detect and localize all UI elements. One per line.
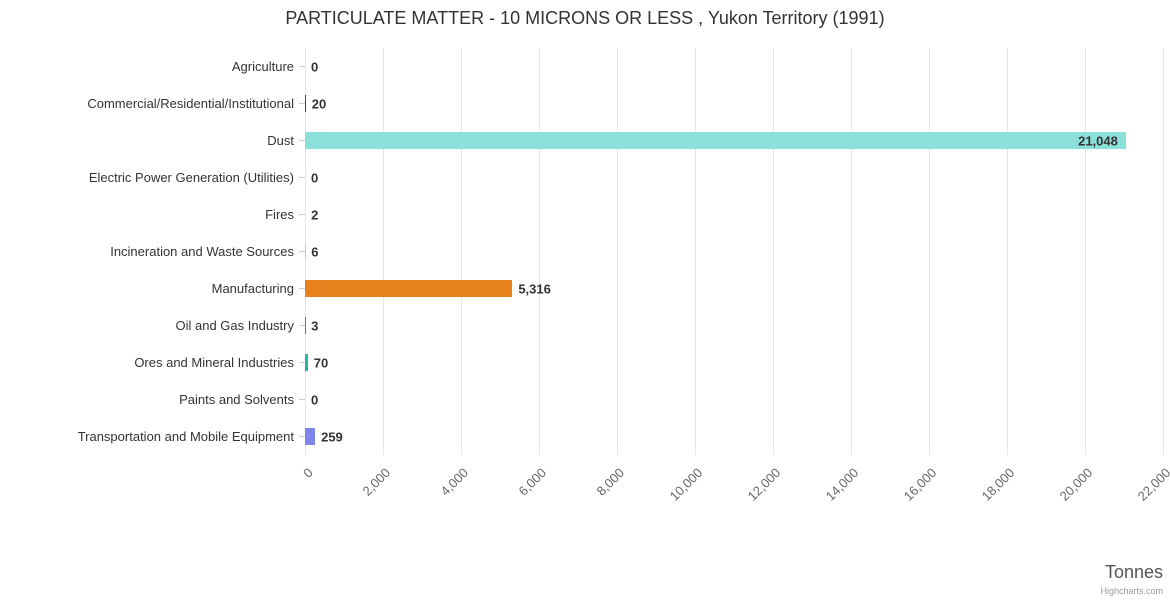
bar[interactable] [305, 428, 316, 445]
y-tick-mark [299, 140, 305, 141]
x-tick-label: 2,000 [359, 465, 394, 499]
plot-area: 0 20 21,048 0 2 6 5,316 3 70 0 259 [305, 48, 1164, 455]
category-label: Transportation and Mobile Equipment [77, 429, 294, 444]
value-label: 20 [311, 96, 327, 111]
category-label-row: Manufacturing [0, 270, 305, 307]
category-label-row: Electric Power Generation (Utilities) [0, 159, 305, 196]
bar[interactable] [305, 132, 1126, 149]
value-label: 21,048 [1078, 133, 1118, 148]
bar-row: 6 [305, 233, 1163, 270]
grid-line [1085, 48, 1086, 455]
y-tick-mark [299, 325, 305, 326]
bar-row: 0 [305, 48, 1163, 85]
grid-line [383, 48, 384, 455]
x-tick-label: 10,000 [666, 465, 706, 504]
value-label: 6 [311, 244, 319, 259]
x-tick-label: 20,000 [1056, 465, 1096, 504]
value-label: 0 [311, 392, 319, 407]
y-tick-mark [299, 436, 305, 437]
x-tick-label: 16,000 [900, 465, 940, 504]
x-tick-label: 0 [299, 465, 316, 481]
x-tick-label: 12,000 [744, 465, 784, 504]
category-label: Ores and Mineral Industries [134, 355, 294, 370]
highcharts-credit: Highcharts.com [1100, 586, 1163, 596]
category-label-row: Commercial/Residential/Institutional [0, 85, 305, 122]
y-tick-mark [299, 288, 305, 289]
category-label-row: Paints and Solvents [0, 381, 305, 418]
category-label: Incineration and Waste Sources [110, 244, 294, 259]
bar-row: 20 [305, 85, 1163, 122]
y-tick-mark [299, 251, 305, 252]
y-tick-mark [299, 103, 305, 104]
grid-line [929, 48, 930, 455]
category-label: Commercial/Residential/Institutional [87, 96, 294, 111]
y-tick-mark [299, 362, 305, 363]
grid-line [461, 48, 462, 455]
grid-line [851, 48, 852, 455]
category-label-row: Fires [0, 196, 305, 233]
y-tick-mark [299, 399, 305, 400]
x-tick-label: 18,000 [978, 465, 1018, 504]
x-tick-label: 22,000 [1134, 465, 1170, 504]
category-label-row: Transportation and Mobile Equipment [0, 418, 305, 455]
bar-row: 0 [305, 159, 1163, 196]
category-label-row: Incineration and Waste Sources [0, 233, 305, 270]
category-label: Electric Power Generation (Utilities) [88, 170, 294, 185]
bar[interactable] [305, 280, 513, 297]
category-label: Manufacturing [211, 281, 294, 296]
category-label: Oil and Gas Industry [175, 318, 295, 333]
value-label: 259 [321, 429, 343, 444]
category-label: Dust [267, 133, 294, 148]
bar-row: 259 [305, 418, 1163, 455]
x-axis-title: Tonnes [1104, 562, 1163, 582]
category-label: Agriculture [231, 59, 294, 74]
bar[interactable] [305, 95, 306, 112]
value-label: 0 [311, 170, 319, 185]
grid-line [617, 48, 618, 455]
x-tick-label: 8,000 [593, 465, 628, 499]
value-label: 70 [313, 355, 329, 370]
x-tick-label: 14,000 [822, 465, 862, 504]
y-tick-mark [299, 66, 305, 67]
category-label: Fires [265, 207, 294, 222]
grid-line [539, 48, 540, 455]
grid-line [773, 48, 774, 455]
y-axis-labels: Agriculture Commercial/Residential/Instit… [0, 48, 305, 455]
value-label: 2 [311, 207, 319, 222]
bar-row: 2 [305, 196, 1163, 233]
category-label-row: Oil and Gas Industry [0, 307, 305, 344]
x-axis: 0 2,000 4,000 6,000 8,000 10,000 12,000 14,000 1… [300, 457, 1170, 537]
bar-row: 5,316 [305, 270, 1163, 307]
category-label-row: Ores and Mineral Industries [0, 344, 305, 381]
grid-line [695, 48, 696, 455]
grid-line [1007, 48, 1008, 455]
bar-row: 0 [305, 381, 1163, 418]
y-tick-mark [299, 214, 305, 215]
chart-title: PARTICULATE MATTER - 10 MICRONS OR LESS … [285, 8, 885, 28]
x-tick-label: 6,000 [515, 465, 550, 499]
value-label: 3 [311, 318, 319, 333]
bar[interactable] [305, 354, 308, 371]
bar-row: 70 [305, 344, 1163, 381]
bar-row: 3 [305, 307, 1163, 344]
x-tick-label: 4,000 [437, 465, 472, 499]
value-label: 0 [311, 59, 319, 74]
category-label-row: Dust [0, 122, 305, 159]
y-tick-mark [299, 177, 305, 178]
bar-row: 21,048 [305, 122, 1163, 159]
grid-line [305, 48, 306, 455]
value-label: 5,316 [518, 281, 551, 296]
category-label: Paints and Solvents [179, 392, 294, 407]
grid-line [1163, 48, 1164, 455]
category-label-row: Agriculture [0, 48, 305, 85]
